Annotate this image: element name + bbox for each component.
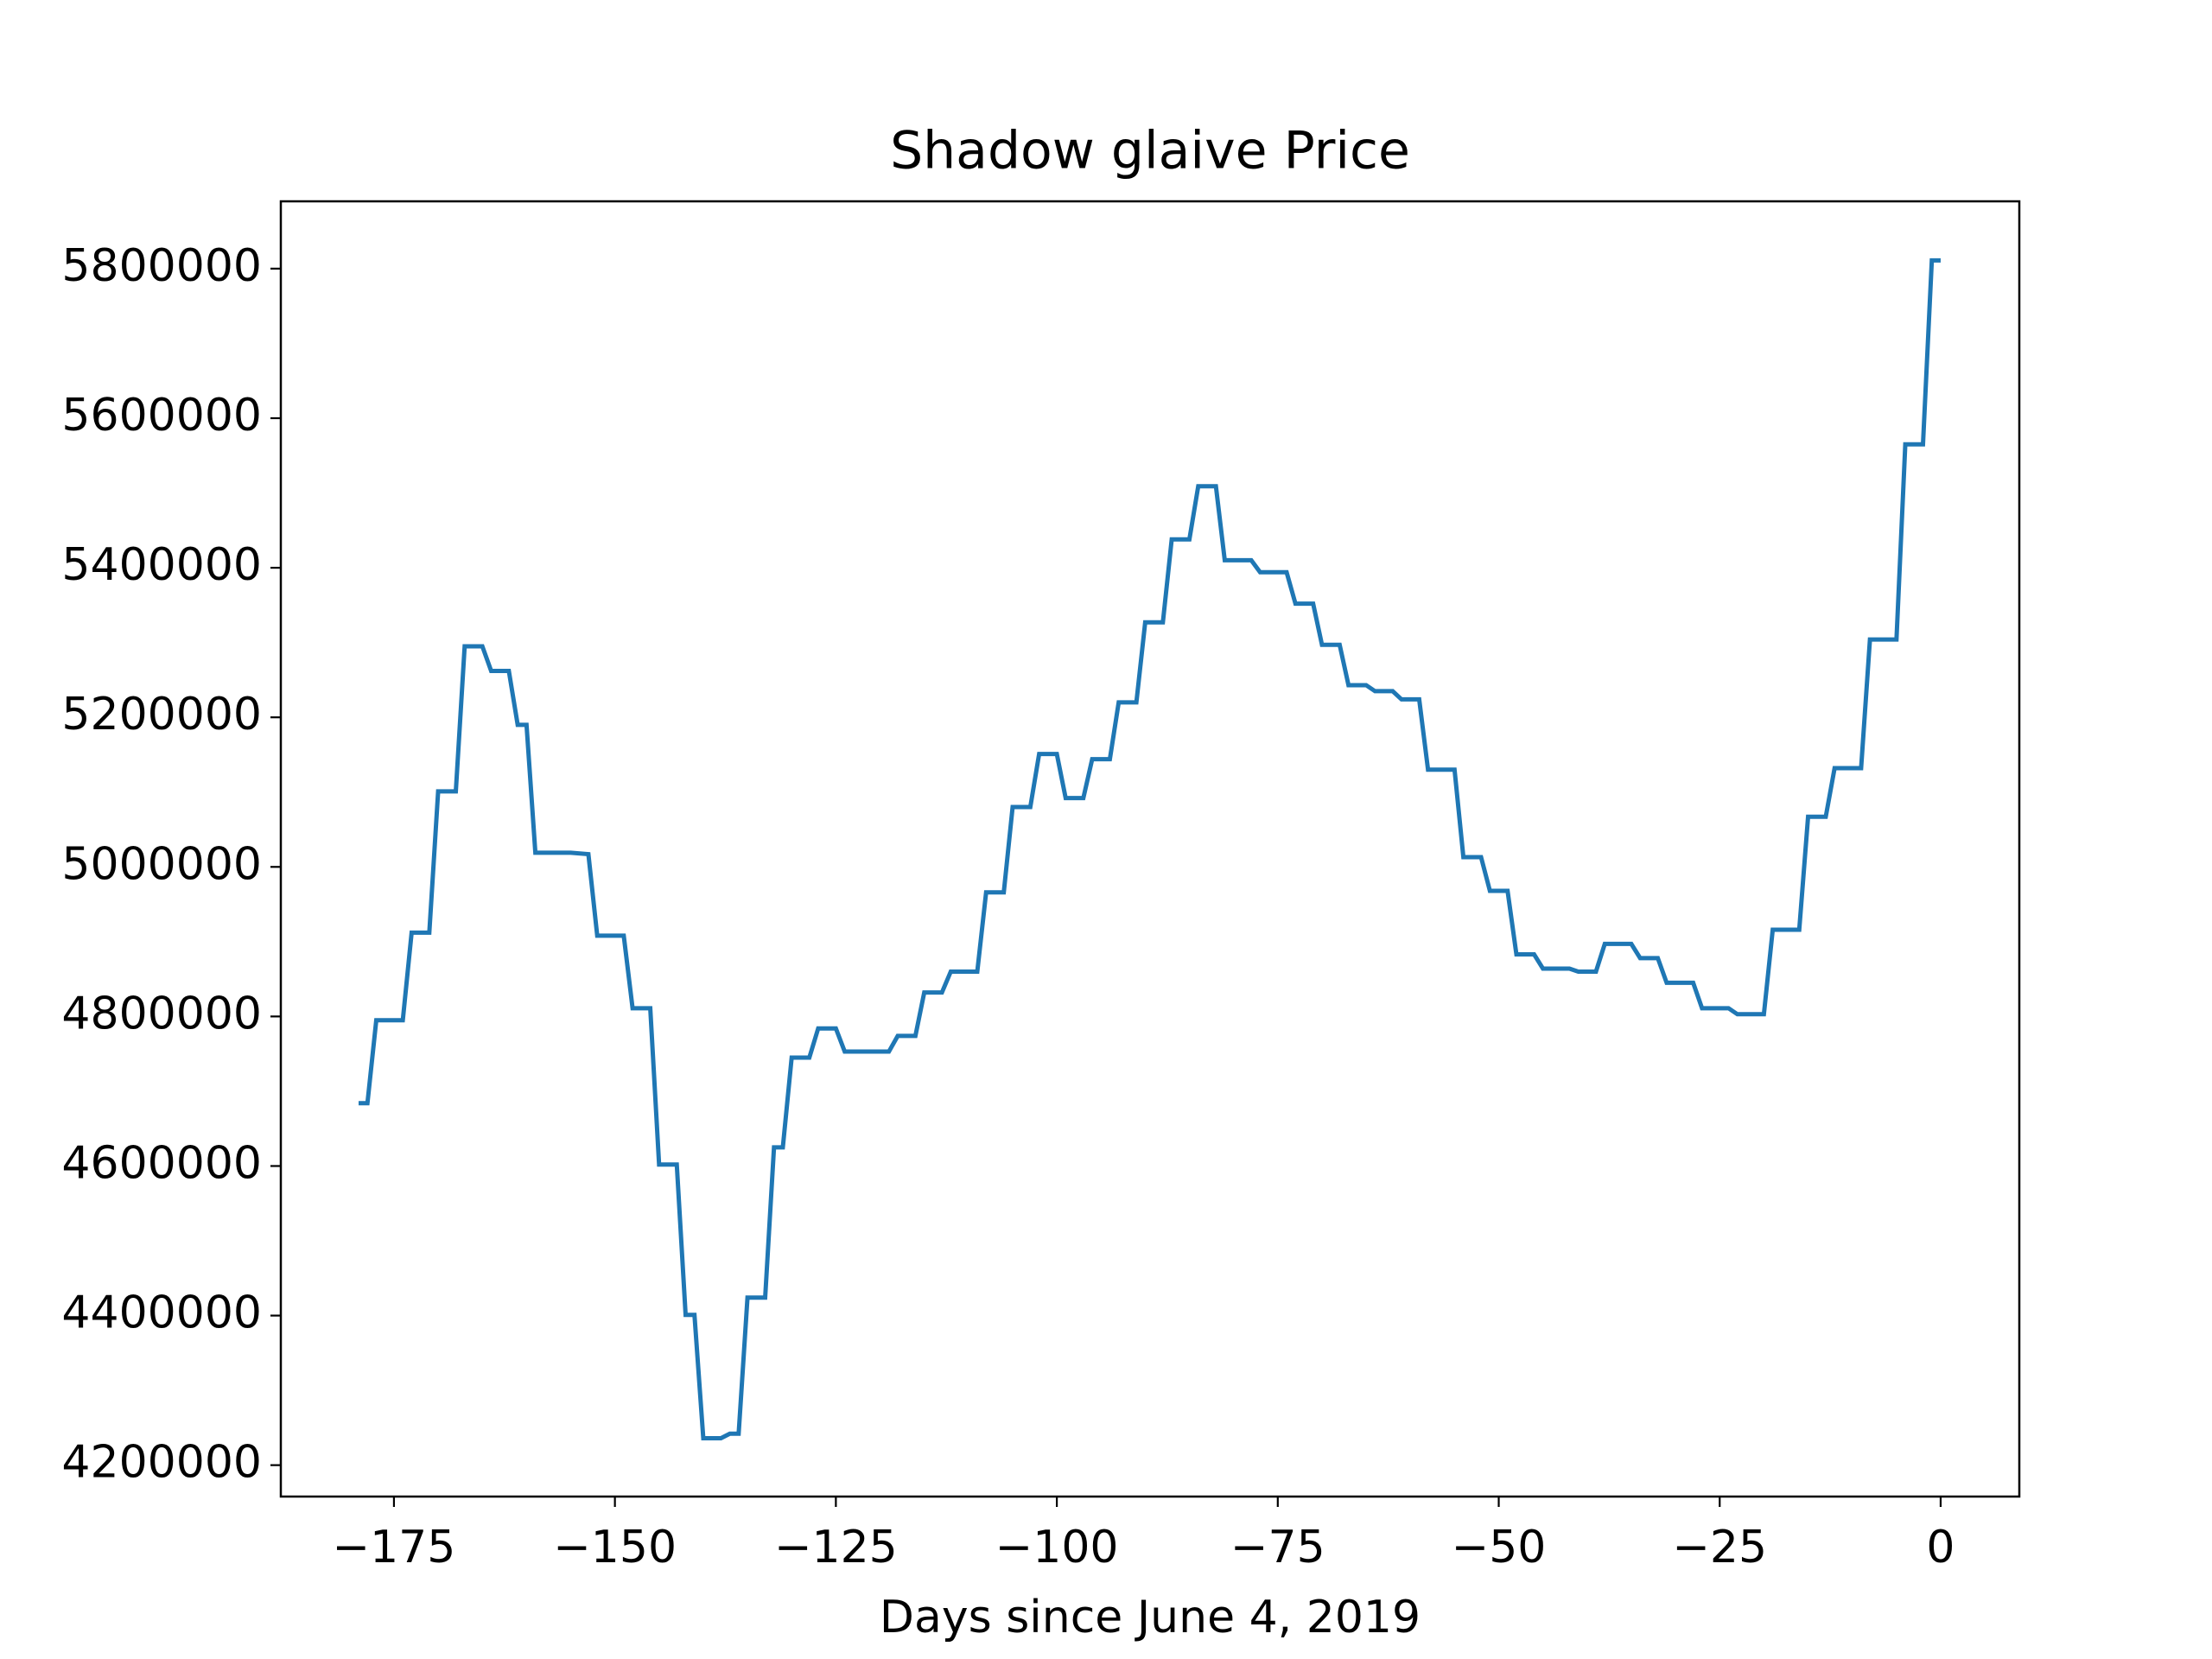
chart-title: Shadow glaive Price bbox=[890, 121, 1410, 181]
y-tick-label: 4400000 bbox=[61, 1287, 262, 1339]
y-tick-label: 5800000 bbox=[61, 240, 262, 292]
y-tick-label: 5000000 bbox=[61, 838, 262, 890]
y-tick-label: 4600000 bbox=[61, 1137, 262, 1189]
x-tick-label: 0 bbox=[1926, 1522, 1955, 1573]
x-tick-label: −50 bbox=[1452, 1522, 1547, 1573]
plot-frame bbox=[279, 200, 2021, 1498]
x-axis-label: Days since June 4, 2019 bbox=[880, 1592, 1421, 1643]
y-tick-label: 4800000 bbox=[61, 988, 262, 1039]
x-tick-label: −25 bbox=[1672, 1522, 1767, 1573]
y-tick-label: 5200000 bbox=[61, 689, 262, 741]
x-tick-label: −175 bbox=[333, 1522, 456, 1573]
x-tick-label: −75 bbox=[1230, 1522, 1325, 1573]
x-tick-label: −150 bbox=[553, 1522, 677, 1573]
x-tick-label: −125 bbox=[774, 1522, 898, 1573]
y-tick-label: 5600000 bbox=[61, 390, 262, 442]
y-tick-label: 5400000 bbox=[61, 539, 262, 591]
x-tick-label: −100 bbox=[995, 1522, 1119, 1573]
price-line bbox=[359, 257, 1941, 1440]
y-tick-label: 4200000 bbox=[61, 1437, 262, 1489]
